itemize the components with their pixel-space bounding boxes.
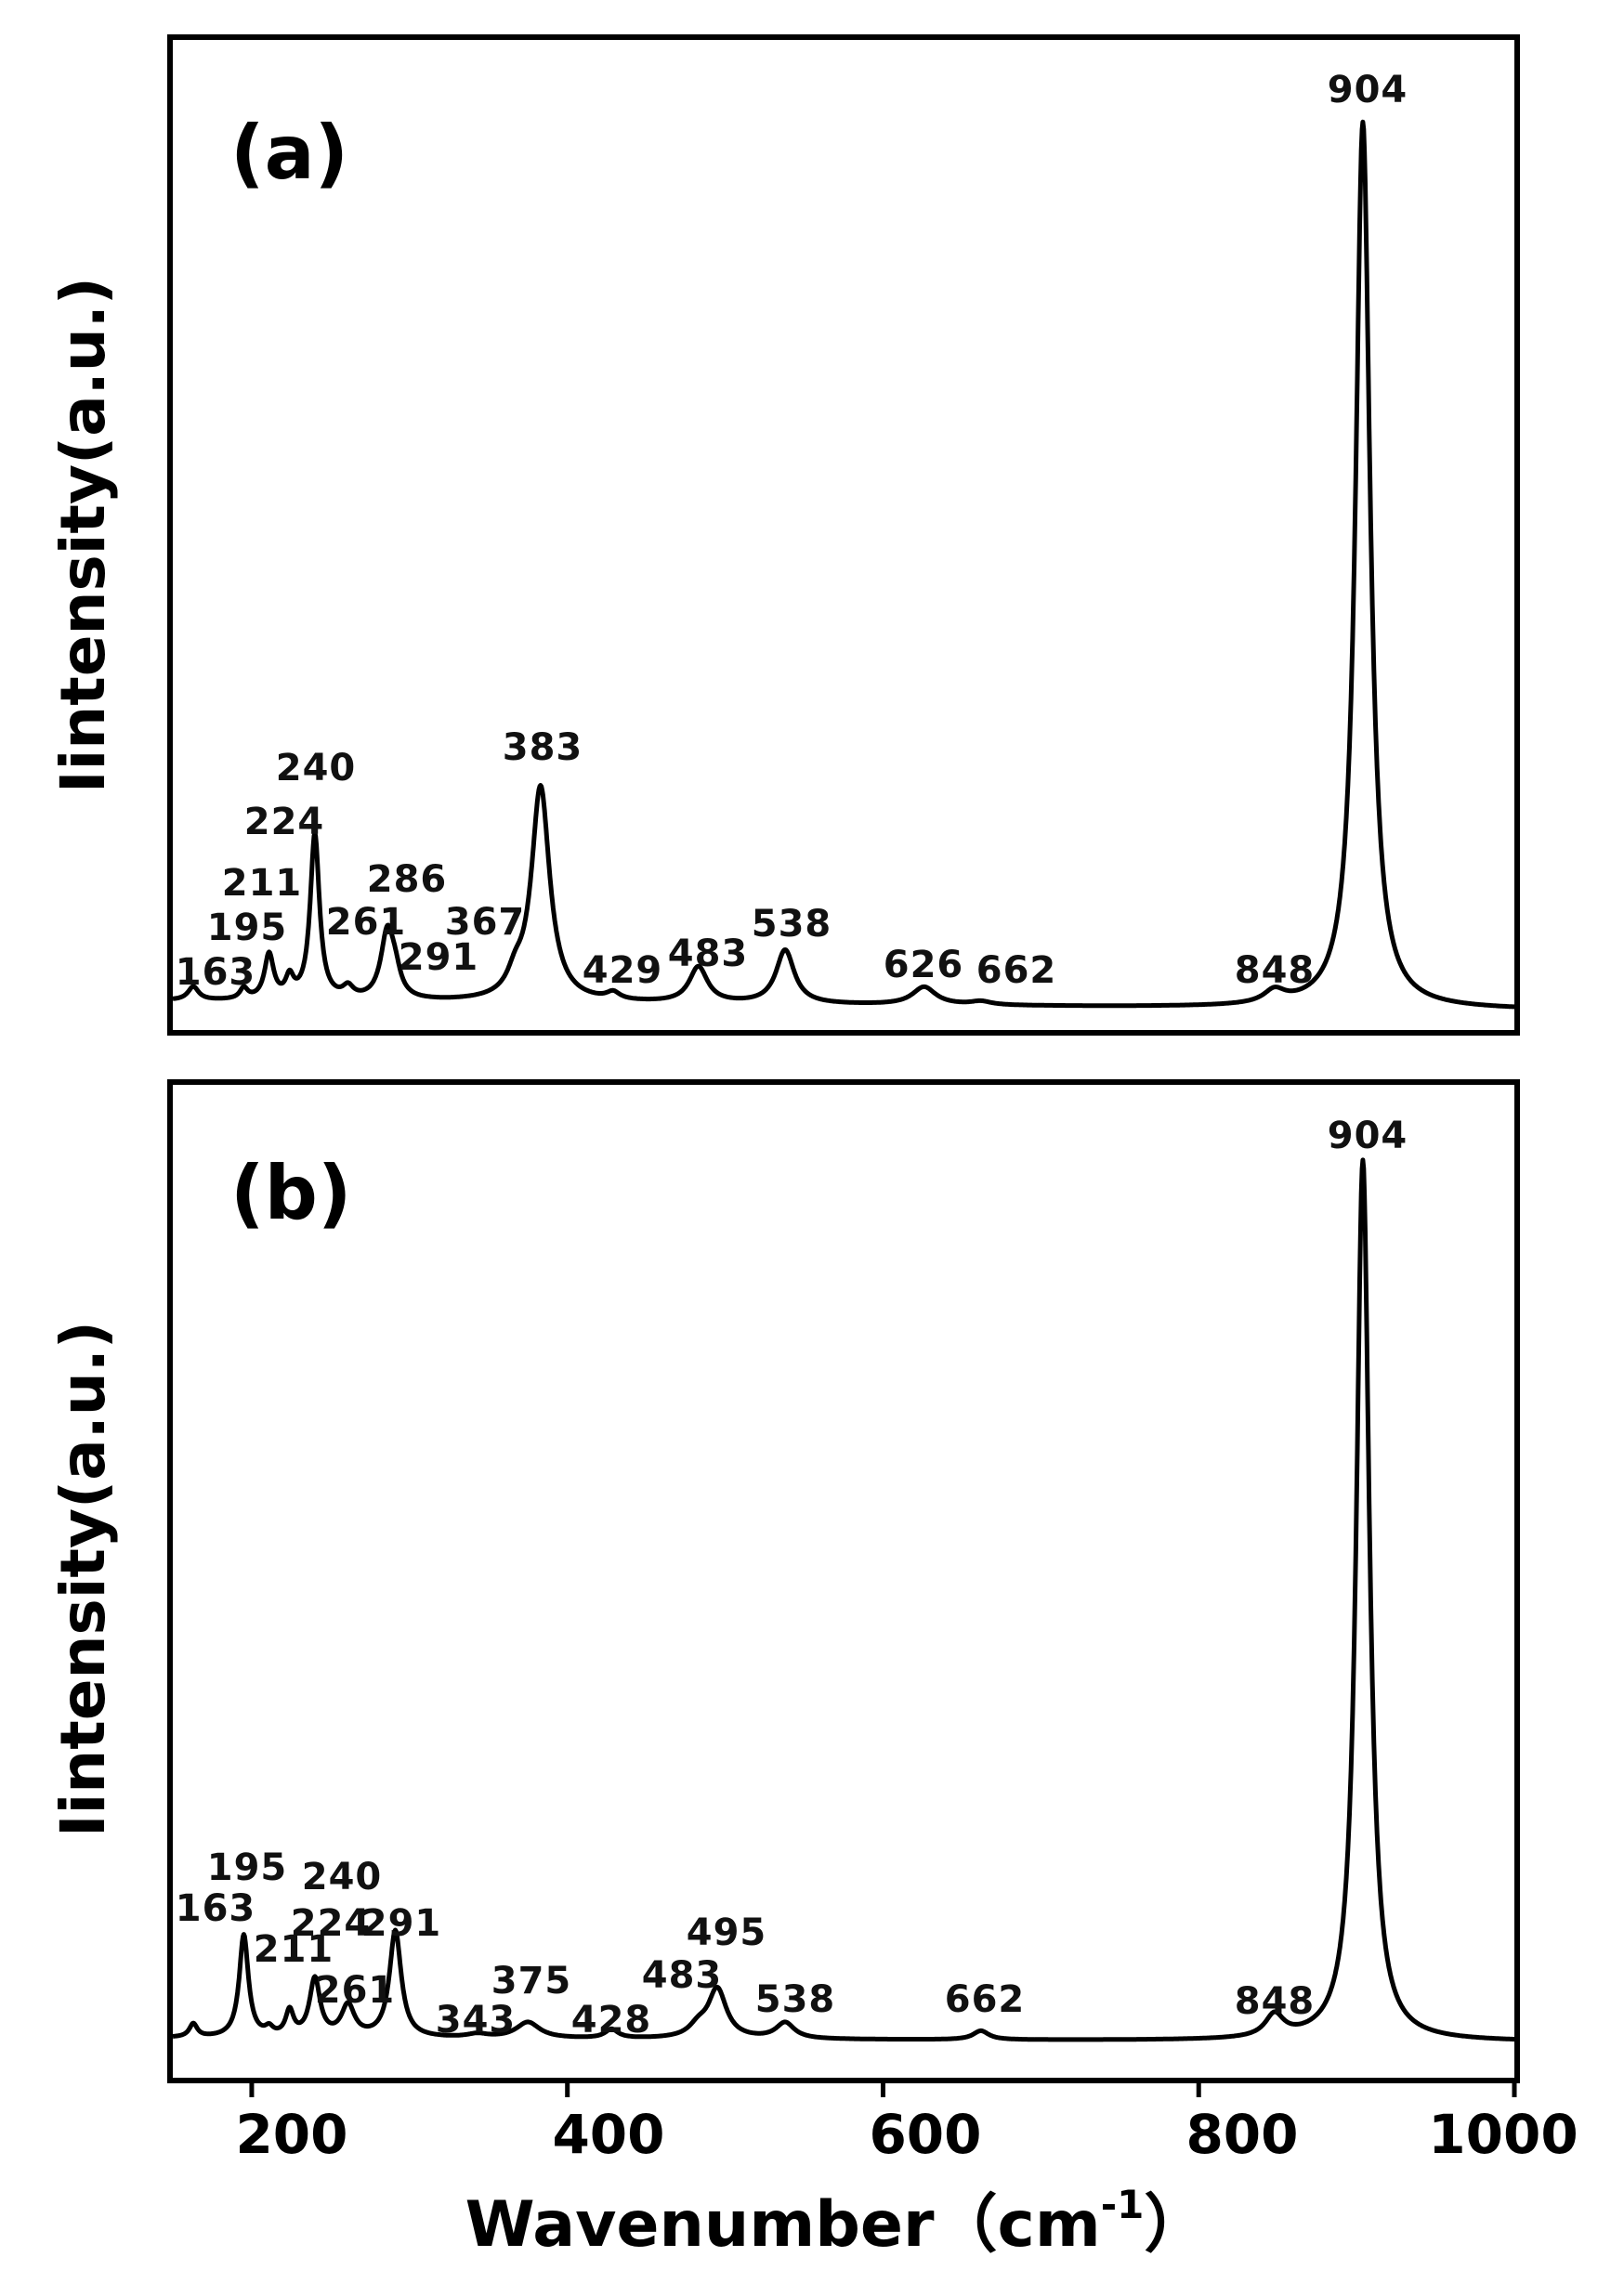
peak-label-a-429: 429: [583, 949, 663, 992]
panel-b-ylabel: Iintensity(a.u.): [47, 1321, 119, 1837]
panel-a-spectrum-line: [171, 119, 1516, 1010]
panel-a-ylabel: Iintensity(a.u.): [47, 277, 119, 793]
panel-b-peak-labels: 163 195 211 224 240 261 291 343 375 428 …: [176, 1115, 1408, 2042]
panel-a-label: (a): [230, 110, 348, 196]
x-axis-label-main: Wavenumber（cm: [465, 2188, 1101, 2262]
peak-label-b-211: 211: [254, 1928, 334, 1971]
x-axis-label: Wavenumber（cm-1）: [465, 2182, 1208, 2262]
x-tick-label-1000: 1000: [1428, 2103, 1578, 2166]
panel-b-label: (b): [230, 1150, 351, 1236]
peak-label-a-211: 211: [222, 862, 303, 905]
peak-label-a-848: 848: [1235, 949, 1316, 992]
peak-label-a-291: 291: [399, 936, 479, 979]
peak-label-b-195: 195: [207, 1846, 288, 1889]
panel-b-spectrum-line: [171, 1157, 1516, 2042]
x-axis-label-close: ）: [1144, 2188, 1207, 2262]
panel-b: (b) Iintensity(a.u.) 163 195 211 224 240…: [47, 1079, 1578, 2262]
peak-label-b-538: 538: [755, 1978, 836, 2021]
x-tick-label-400: 400: [552, 2103, 664, 2166]
peak-label-b-375: 375: [491, 1960, 572, 2002]
peak-label-b-662: 662: [945, 1978, 1026, 2021]
peak-label-b-240: 240: [302, 1856, 383, 1898]
x-tick-label-800: 800: [1185, 2103, 1298, 2166]
x-axis-ticks: [249, 2081, 1517, 2097]
panel-a-peak-labels: 163 195 211 224 240 261 286 291 367 383 …: [176, 69, 1408, 994]
peak-label-a-261: 261: [326, 901, 407, 944]
peak-label-a-483: 483: [668, 933, 749, 975]
panel-b-frame: [167, 1079, 1520, 2083]
x-axis-label-superscript: -1: [1101, 2182, 1145, 2227]
x-tick-label-200: 200: [235, 2103, 347, 2166]
peak-label-a-662: 662: [976, 949, 1057, 992]
peak-label-a-626: 626: [884, 944, 964, 986]
peak-label-a-240: 240: [276, 747, 357, 789]
peak-label-a-224: 224: [244, 801, 325, 843]
peak-label-a-383: 383: [503, 726, 583, 769]
peak-label-b-848: 848: [1235, 1980, 1316, 2023]
peak-label-b-261: 261: [315, 1969, 396, 2012]
peak-label-b-904: 904: [1328, 1115, 1408, 1157]
x-axis-tick-labels: 200 400 600 800 1000: [235, 2103, 1578, 2166]
peak-label-b-163: 163: [176, 1887, 256, 1930]
peak-label-a-163: 163: [176, 951, 256, 994]
peak-label-a-367: 367: [445, 901, 526, 944]
peak-label-a-538: 538: [752, 903, 832, 946]
peak-label-b-483: 483: [642, 1954, 723, 1997]
x-tick-label-600: 600: [869, 2103, 981, 2166]
peak-label-a-904: 904: [1328, 69, 1408, 111]
peak-label-b-224: 224: [291, 1902, 372, 1945]
peak-label-b-343: 343: [436, 1999, 517, 2042]
peak-label-b-495: 495: [687, 1911, 767, 1954]
peak-label-a-286: 286: [367, 858, 448, 901]
panel-a: (a) Iintensity(a.u.) 163 195 211 224 240…: [47, 34, 1520, 1036]
peak-label-b-291: 291: [361, 1902, 442, 1945]
peak-label-b-428: 428: [571, 1999, 652, 2042]
peak-label-a-195: 195: [207, 907, 288, 949]
panel-a-frame: [167, 34, 1520, 1036]
